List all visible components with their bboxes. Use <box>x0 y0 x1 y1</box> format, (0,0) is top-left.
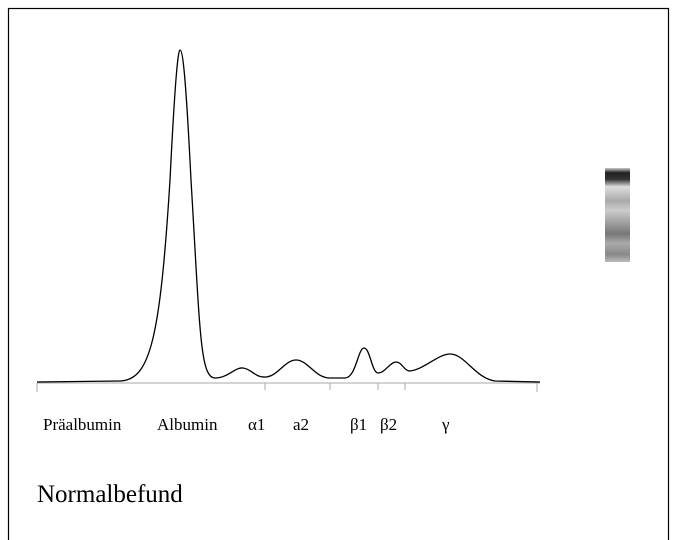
ticks <box>37 383 537 392</box>
fraction-label: α1 <box>248 415 265 434</box>
diagram: Präalbumin Albumin α1 a2 β1 β2 γ Normalb… <box>0 0 674 540</box>
frame <box>9 9 669 540</box>
fraction-label: Präalbumin <box>43 415 122 434</box>
page: Präalbumin Albumin α1 a2 β1 β2 γ Normalb… <box>0 0 674 540</box>
fraction-label: β2 <box>380 415 397 434</box>
caption: Normalbefund <box>37 481 183 508</box>
fraction-label: Albumin <box>157 415 218 434</box>
fraction-label: γ <box>441 415 450 434</box>
fraction-label: β1 <box>350 415 367 434</box>
fraction-label: a2 <box>293 415 309 434</box>
gel-band <box>605 168 630 262</box>
electrophoresis-curve <box>37 50 540 382</box>
